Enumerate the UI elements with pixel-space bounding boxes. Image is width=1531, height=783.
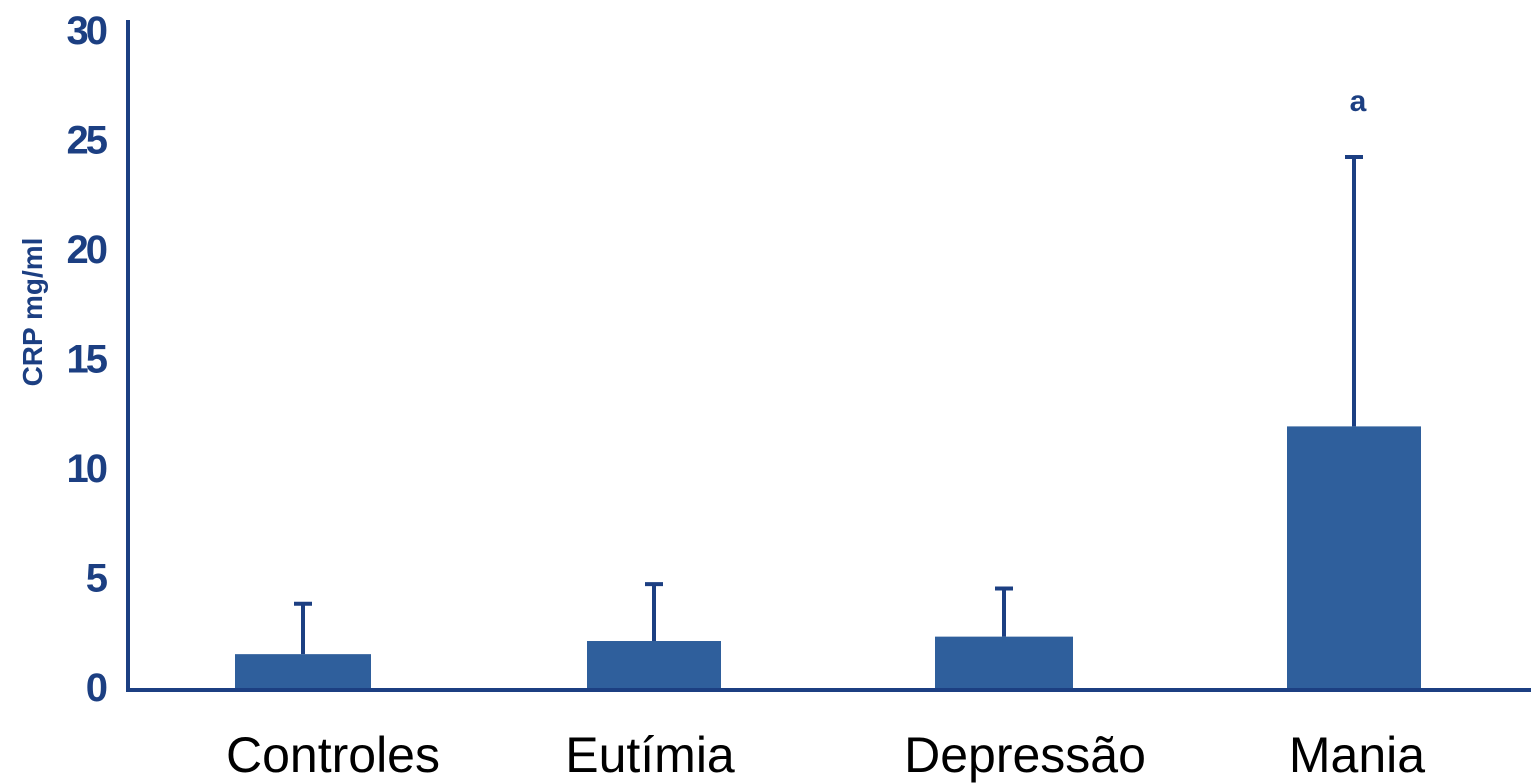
bar: [1287, 426, 1421, 690]
y-axis-ticks: 0 5 10 15 20 25 30: [67, 9, 111, 710]
y-tick-label: 15: [67, 338, 108, 382]
bar: [587, 641, 721, 690]
y-tick-label: 30: [67, 9, 107, 53]
x-category-label: Depressão: [904, 727, 1146, 783]
bars: [235, 426, 1421, 690]
x-axis-labels: Controles Eutímia Depressão Mania: [226, 727, 1425, 783]
bar: [235, 654, 371, 690]
y-tick-label: 20: [67, 228, 107, 272]
error-bar: [1345, 155, 1363, 427]
error-bars: [294, 155, 1363, 655]
y-tick-label: 5: [86, 557, 108, 601]
x-category-label: Mania: [1289, 727, 1425, 783]
error-bar: [294, 601, 312, 655]
annotations: a: [1350, 85, 1367, 118]
y-tick-label: 0: [86, 666, 107, 710]
error-bar: [645, 582, 663, 642]
y-tick-label: 25: [67, 119, 108, 163]
x-category-label: Controles: [226, 727, 440, 783]
y-tick-label: 10: [67, 447, 107, 491]
x-category-label: Eutímia: [565, 727, 735, 783]
significance-marker: a: [1350, 85, 1367, 118]
error-bar: [995, 586, 1013, 637]
y-axis-title: CRP mg/ml: [17, 238, 48, 387]
bar: [935, 636, 1073, 690]
